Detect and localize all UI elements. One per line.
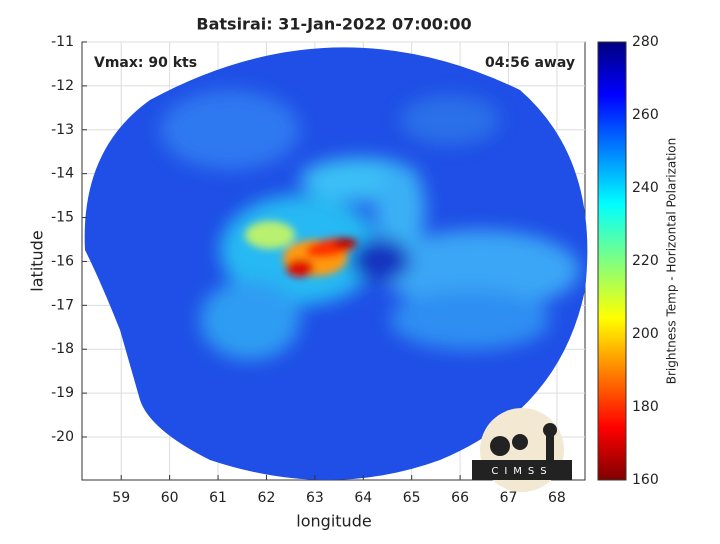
- x-tick-label: 68: [548, 490, 566, 506]
- x-tick-label: 60: [161, 490, 179, 506]
- y-tick-label: -15: [51, 210, 74, 226]
- y-tick-label: -13: [51, 122, 74, 138]
- logo-text: CIMSS: [491, 466, 552, 477]
- colorbar: [597, 41, 627, 481]
- colorbar-tick-label: 160: [632, 472, 659, 488]
- x-tick-label: 66: [451, 490, 469, 506]
- y-tick-label: -20: [51, 429, 74, 445]
- colorbar-tick-label: 240: [632, 180, 659, 196]
- y-tick-label: -16: [51, 253, 74, 269]
- y-tick-label: -11: [51, 34, 74, 50]
- x-tick-label: 64: [354, 490, 372, 506]
- swath-image: [84, 47, 588, 481]
- y-tick-label: -19: [51, 385, 74, 401]
- annotation: 04:56 away: [485, 55, 575, 71]
- annotation: Vmax: 90 kts: [94, 55, 197, 71]
- y-tick-label: -12: [51, 78, 74, 94]
- colorbar-tick-label: 220: [632, 253, 659, 269]
- y-tick-label: -14: [51, 166, 74, 182]
- y-tick-label: -17: [51, 297, 74, 313]
- colorbar-label: Brightness Temp - Horizontal Polarizatio…: [665, 138, 679, 385]
- chart-title: Batsirai: 31-Jan-2022 07:00:00: [196, 15, 471, 34]
- logo: CIMSS: [472, 408, 572, 492]
- x-axis-label: longitude: [296, 512, 371, 531]
- colorbar-tick-label: 200: [632, 326, 659, 342]
- colorbar-tick-label: 180: [632, 399, 659, 415]
- x-tick-label: 63: [306, 490, 324, 506]
- y-axis-label: latitude: [28, 230, 47, 291]
- y-tick-label: -18: [51, 341, 74, 357]
- x-tick-label: 67: [500, 490, 518, 506]
- x-tick-label: 65: [403, 490, 421, 506]
- x-tick-label: 59: [112, 490, 130, 506]
- x-tick-label: 62: [258, 490, 276, 506]
- x-tick-label: 61: [209, 490, 227, 506]
- colorbar-tick-label: 260: [632, 107, 659, 123]
- colorbar-tick-label: 280: [632, 34, 659, 50]
